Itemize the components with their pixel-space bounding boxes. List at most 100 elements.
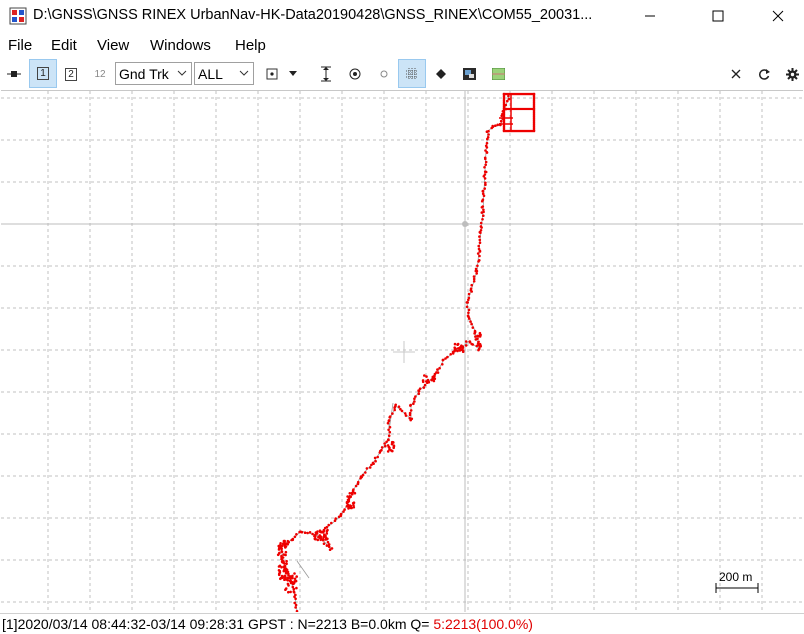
track-point (491, 124, 495, 128)
track-point (278, 569, 282, 573)
track-point (502, 120, 506, 124)
track-point (481, 205, 485, 208)
track-point (476, 337, 479, 340)
origin-dropdown-icon[interactable] (282, 61, 304, 87)
track-point (328, 548, 332, 551)
track-point (478, 241, 482, 244)
track-point (295, 609, 299, 613)
plot-canvas[interactable]: 200 m (1, 91, 803, 613)
track-point (410, 417, 414, 421)
origin-icon[interactable] (258, 61, 286, 87)
track-point (421, 380, 425, 384)
clear-icon[interactable] (722, 61, 750, 87)
satellite-select[interactable]: ALL (194, 62, 254, 85)
maximize-button[interactable] (695, 0, 741, 32)
track-point (506, 129, 510, 133)
track-point (520, 129, 524, 133)
track-point (387, 428, 390, 432)
track-point (282, 553, 286, 556)
grid-toggle-icon[interactable] (398, 59, 426, 88)
track-point (388, 448, 391, 451)
track-point (502, 116, 506, 120)
menu-windows[interactable]: Windows (150, 37, 211, 54)
track-point (413, 397, 416, 401)
track-point (432, 379, 436, 383)
connect-icon[interactable] (0, 61, 28, 87)
image-icon[interactable] (455, 61, 483, 87)
track-point (532, 102, 536, 106)
track-point (479, 345, 483, 348)
track-point (322, 535, 325, 539)
track-point (308, 531, 312, 534)
track-point (326, 528, 329, 532)
minimize-button[interactable] (627, 0, 673, 32)
track-point (391, 441, 395, 444)
track-point (477, 348, 480, 352)
menu-edit[interactable]: Edit (51, 37, 77, 54)
track-point (502, 128, 506, 132)
track-point (532, 122, 536, 126)
track-point (441, 358, 445, 362)
track-point (294, 597, 297, 601)
track-point (441, 363, 444, 366)
track-point (353, 491, 357, 495)
track-point (279, 545, 283, 549)
track-point (449, 353, 453, 356)
menu-help[interactable]: Help (235, 37, 266, 54)
track-point (413, 400, 416, 403)
reload-icon[interactable] (750, 61, 778, 87)
track-point (475, 272, 479, 275)
center-icon[interactable] (341, 61, 369, 87)
track-point (532, 124, 536, 128)
track-point (532, 116, 536, 120)
minimize-icon (645, 15, 655, 17)
track-point (483, 173, 487, 176)
track-point (502, 122, 506, 126)
track-point (482, 208, 485, 212)
track-point (478, 342, 482, 346)
track-point (502, 92, 506, 96)
track-point (484, 163, 488, 167)
track-point (532, 96, 536, 100)
track-point (282, 560, 285, 563)
track-point (300, 530, 304, 534)
track-point (278, 564, 282, 568)
track-point (526, 107, 530, 111)
track-point (483, 166, 486, 169)
point-icon[interactable] (370, 61, 398, 87)
track-point (433, 374, 436, 378)
track-point (520, 92, 524, 96)
ground-track-plot[interactable]: 200 m (1, 90, 803, 613)
track-point (400, 409, 404, 413)
track-point (514, 107, 518, 111)
solution-1-button[interactable]: 1 (29, 59, 57, 88)
track-point (528, 92, 532, 96)
track-point (342, 510, 345, 513)
gear-icon[interactable] (778, 61, 804, 87)
track-point (397, 405, 401, 409)
track-point (472, 277, 476, 281)
track-point (322, 542, 326, 545)
track-point (485, 130, 489, 133)
track-point (388, 415, 392, 418)
solution-2-button[interactable]: 2 (57, 61, 85, 87)
track-point (470, 322, 473, 326)
diamond-icon[interactable] (427, 61, 455, 87)
track-point (289, 590, 292, 594)
track-point (425, 380, 428, 383)
solution-12-button[interactable]: 12 (86, 61, 114, 87)
menu-view[interactable]: View (97, 37, 130, 54)
track-point (478, 259, 481, 262)
track-point (479, 333, 482, 337)
chevron-down-icon (239, 70, 249, 76)
fit-vertical-icon[interactable] (312, 61, 340, 87)
close-button[interactable] (755, 0, 801, 32)
map-icon[interactable] (484, 61, 512, 87)
track-point (326, 540, 330, 544)
plot-type-select[interactable]: Gnd Trk (115, 62, 192, 85)
track-point (512, 92, 516, 96)
track-point (524, 107, 528, 111)
menu-file[interactable]: File (8, 37, 33, 54)
solution-2-label: 2 (65, 67, 77, 81)
track-point (518, 129, 522, 133)
